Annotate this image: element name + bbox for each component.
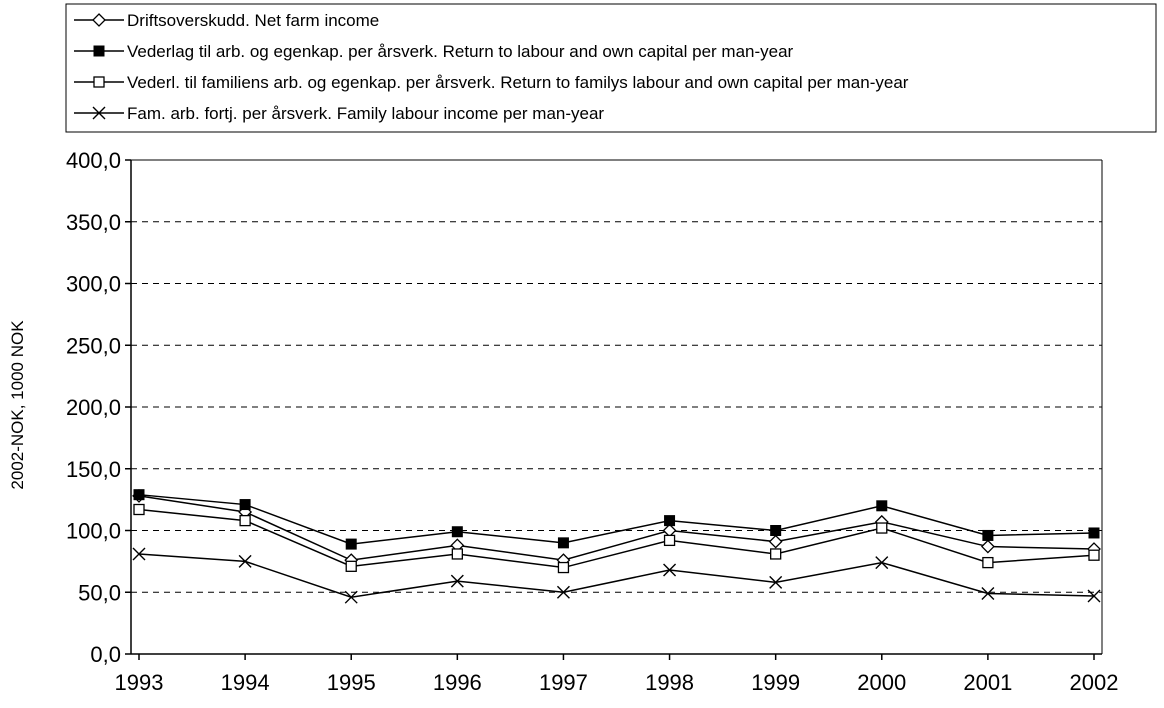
legend-label: Fam. arb. fortj. per årsverk. Family lab… (127, 104, 604, 123)
axes (125, 159, 1103, 660)
data-point (239, 514, 251, 527)
legend-label: Vederlag til arb. og egenkap. per årsver… (127, 42, 794, 61)
x-tick-label: 1994 (221, 670, 270, 695)
legend: Driftsoverskudd. Net farm income Vederlag… (65, 3, 1157, 133)
legend-box (65, 3, 1157, 133)
data-point (768, 534, 783, 549)
data-point (1087, 589, 1101, 603)
x-tick-label: 2002 (1070, 670, 1119, 695)
x-tick-label: 1996 (433, 670, 482, 695)
legend-entry: Vederlag til arb. og egenkap. per årsver… (74, 42, 794, 61)
data-point (132, 547, 146, 561)
data-point (133, 489, 145, 501)
data-point (450, 574, 464, 588)
legend-marker (93, 45, 105, 57)
data-point (345, 560, 357, 572)
y-tick-label: 50,0 (78, 580, 121, 605)
y-tick-label: 250,0 (66, 333, 121, 358)
y-tick-label: 350,0 (66, 210, 121, 235)
data-point (664, 515, 676, 527)
x-tick-label: 2000 (857, 670, 906, 695)
legend-marker (93, 76, 105, 88)
y-tick-label: 100,0 (66, 519, 121, 544)
legend-entry: Vederl. til familiens arb. og egenkap. p… (74, 73, 909, 92)
y-tick-label: 200,0 (66, 395, 121, 420)
data-point (451, 526, 463, 538)
y-tick-label: 0,0 (90, 642, 121, 667)
y-axis-label: 2002-NOK, 1000 NOK (8, 320, 27, 490)
legend-entry: Fam. arb. fortj. per årsverk. Family lab… (74, 104, 604, 123)
data-point (876, 500, 888, 512)
data-point (451, 548, 463, 560)
data-point (1088, 549, 1100, 561)
x-tick-label: 1998 (645, 670, 694, 695)
series-line (138, 493, 1095, 545)
tick-labels: 0,0 50,0 100,0 150,0 200,0 250,0 300,0 350,0 400… (66, 148, 1119, 695)
x-tick-label: 1997 (539, 670, 588, 695)
data-point (770, 525, 782, 536)
x-tick-label: 1999 (751, 670, 800, 695)
data-point (981, 586, 995, 600)
data-point (557, 537, 569, 549)
y-tick-label: 300,0 (66, 272, 121, 297)
legend-label: Vederl. til familiens arb. og egenkap. p… (127, 73, 909, 92)
series-line (138, 508, 1095, 569)
data-point (133, 503, 145, 516)
x-tick-label: 2001 (963, 670, 1012, 695)
data-point (770, 548, 782, 560)
data-point (663, 534, 676, 547)
series-line (138, 553, 1095, 598)
data-point (239, 499, 251, 511)
data-point (769, 575, 783, 589)
data-point (557, 561, 570, 574)
series-3 (133, 503, 1100, 574)
grid-lines (131, 159, 1102, 593)
legend-marker (92, 106, 106, 120)
data-point (876, 522, 888, 534)
series-layer (132, 489, 1101, 604)
data-point (345, 538, 357, 550)
data-point (982, 529, 994, 541)
x-tick-label: 1995 (327, 670, 376, 695)
data-point (663, 563, 677, 577)
data-point (556, 585, 570, 599)
legend-marker (92, 13, 106, 27)
series-2 (133, 489, 1100, 550)
data-point (238, 554, 252, 568)
data-point (1088, 527, 1100, 539)
legend-entry: Driftsoverskudd. Net farm income (74, 11, 379, 30)
series-4 (132, 547, 1101, 604)
data-point (662, 523, 677, 538)
series-line (138, 495, 1095, 561)
data-point (875, 556, 889, 570)
y-tick-label: 400,0 (66, 148, 121, 173)
x-tick-label: 1993 (115, 670, 164, 695)
legend-label: Driftsoverskudd. Net farm income (127, 11, 379, 30)
data-point (980, 539, 995, 554)
y-tick-label: 150,0 (66, 457, 121, 482)
data-point (982, 556, 994, 569)
data-point (344, 590, 358, 604)
